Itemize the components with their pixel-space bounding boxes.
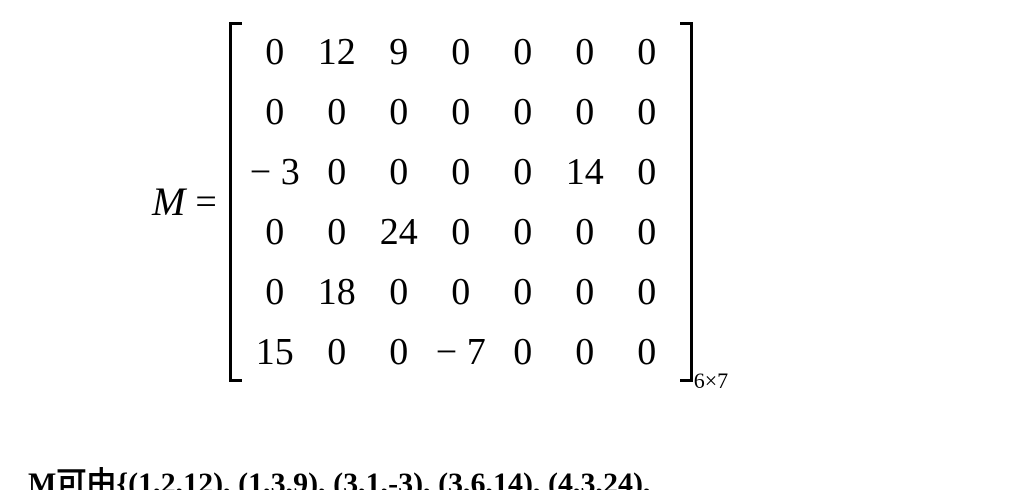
right-bracket <box>679 22 693 382</box>
matrix-cell: 0 <box>575 271 595 313</box>
matrix-cell: 0 <box>637 91 657 133</box>
matrix-cell: 0 <box>575 91 595 133</box>
matrix-cell: 0 <box>389 91 409 133</box>
matrix-cell: 9 <box>389 31 409 73</box>
matrix-cell: 0 <box>451 151 471 193</box>
matrix-cell: − 3 <box>249 151 300 193</box>
matrix-cell: 0 <box>327 331 347 373</box>
matrix-cell: 0 <box>327 211 347 253</box>
matrix-cell: 0 <box>637 31 657 73</box>
matrix-equation: M = 0 12 9 0 0 0 0 0 0 0 0 0 0 0− 3 0 0 0 0 14 0 0 0 24 0 0 0 0 0 18… <box>152 22 728 392</box>
caption: M可由{(1,2,12), (1,3,9), (3,1,-3), (3,6,14… <box>0 384 1024 490</box>
matrix-cell: 0 <box>637 151 657 193</box>
matrix-cell: 14 <box>565 151 604 193</box>
matrix-cell: 0 <box>575 31 595 73</box>
matrix-cell: 0 <box>513 91 533 133</box>
matrix-cell: 0 <box>389 151 409 193</box>
matrix-cell: 0 <box>637 271 657 313</box>
matrix-cell: 0 <box>513 271 533 313</box>
matrix-cell: 0 <box>265 271 285 313</box>
matrix-cell: 0 <box>637 331 657 373</box>
matrix-cell: − 7 <box>435 331 486 373</box>
left-bracket <box>228 22 242 382</box>
matrix-cell: 0 <box>637 211 657 253</box>
equals-sign: = <box>195 181 217 223</box>
matrix-cell: 0 <box>327 91 347 133</box>
matrix-cell: 24 <box>379 211 418 253</box>
matrix-cell: 18 <box>317 271 356 313</box>
matrix-cell: 0 <box>451 91 471 133</box>
matrix-cell: 0 <box>327 151 347 193</box>
matrix-cell: 0 <box>513 151 533 193</box>
matrix-cell: 0 <box>451 271 471 313</box>
matrix-cell: 0 <box>575 331 595 373</box>
matrix-cell: 0 <box>265 211 285 253</box>
matrix-symbol: M <box>152 179 186 224</box>
caption-line-1: M可由{(1,2,12), (1,3,9), (3,1,-3), (3,6,14… <box>28 467 651 490</box>
matrix-cell: 0 <box>265 91 285 133</box>
matrix-cell: 0 <box>451 211 471 253</box>
matrix-cell: 0 <box>513 31 533 73</box>
matrix-cell: 0 <box>389 271 409 313</box>
matrix-cell: 15 <box>255 331 294 373</box>
matrix-cell: 0 <box>575 211 595 253</box>
matrix-cell: 0 <box>451 31 471 73</box>
matrix-cell: 0 <box>513 331 533 373</box>
matrix-cell: 12 <box>317 31 356 73</box>
matrix-grid: 0 12 9 0 0 0 0 0 0 0 0 0 0 0− 3 0 0 0 0 14 0 0 0 24 0 0 0 0 0 18 0 0 0 0… <box>242 22 680 382</box>
matrix-cell: 0 <box>389 331 409 373</box>
matrix-cell: 0 <box>513 211 533 253</box>
matrix-dimensions-subscript: 6×7 <box>693 368 729 393</box>
matrix-cell: 0 <box>265 31 285 73</box>
